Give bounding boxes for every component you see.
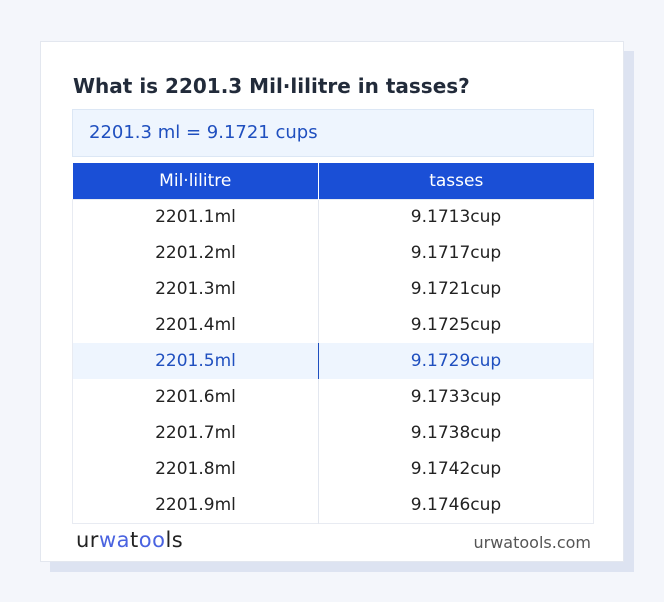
- ml-cell: 2201.4ml: [72, 307, 320, 343]
- ml-cell: 2201.3ml: [72, 271, 320, 307]
- cups-cell: 9.1746cup: [410, 494, 502, 515]
- conversion-result: 2201.3 ml = 9.1721 cups: [72, 109, 594, 157]
- cups-cell: 9.1733cup: [410, 387, 502, 407]
- cups-cell: 9.1717cup: [410, 243, 502, 263]
- table-row: 2201.5ml 9.1729cup: [72, 343, 594, 379]
- ml-cell: 2201.8ml: [72, 451, 320, 487]
- cups-cell: 9.1721cup: [410, 279, 502, 299]
- converter-card: What is 2201.3 Mil·lilitre in tasses? 22…: [40, 41, 624, 562]
- column-header: tasses: [318, 163, 594, 199]
- cups-cell: 9.1738cup: [410, 423, 502, 443]
- ml-cell: 2201.1ml: [72, 199, 320, 235]
- cups-cell: 9.1713cup: [410, 207, 502, 228]
- ml-cell: 2201.7ml: [72, 415, 320, 451]
- ml-cell: 2201.9ml: [72, 487, 320, 523]
- cups-cell: 9.1729cup: [318, 343, 594, 379]
- table-row: 2201.1ml 9.1713cup: [72, 199, 594, 235]
- ml-cell: 2201.2ml: [72, 235, 320, 271]
- table-row: 2201.8ml 9.1742cup: [72, 451, 594, 487]
- table-row: 2201.4ml 9.1725cup: [72, 307, 594, 343]
- ml-cell: 2201.5ml: [72, 343, 320, 379]
- table-row: 2201.3ml 9.1721cup: [72, 271, 594, 307]
- conversion-table: Mil·lilitre tasses 2201.1ml 9.1713cup 2201…: [72, 163, 594, 524]
- table-row: 2201.2ml 9.1717cup: [72, 235, 594, 271]
- column-header: Mil·lilitre: [72, 163, 320, 199]
- table-row: 2201.7ml 9.1738cup: [72, 415, 594, 451]
- ml-cell: 2201.6ml: [72, 379, 320, 415]
- table-row: 2201.6ml 9.1733cup: [72, 379, 594, 415]
- site-link[interactable]: urwatools.com: [473, 533, 592, 552]
- cups-cell: 9.1742cup: [410, 459, 502, 479]
- table-row: 2201.9ml 9.1746cup: [72, 487, 594, 523]
- cups-cell: 9.1725cup: [410, 315, 502, 335]
- urwatools-logo[interactable]: urwatools: [76, 528, 184, 552]
- page-title: What is 2201.3 Mil·lilitre in tasses?: [73, 74, 470, 98]
